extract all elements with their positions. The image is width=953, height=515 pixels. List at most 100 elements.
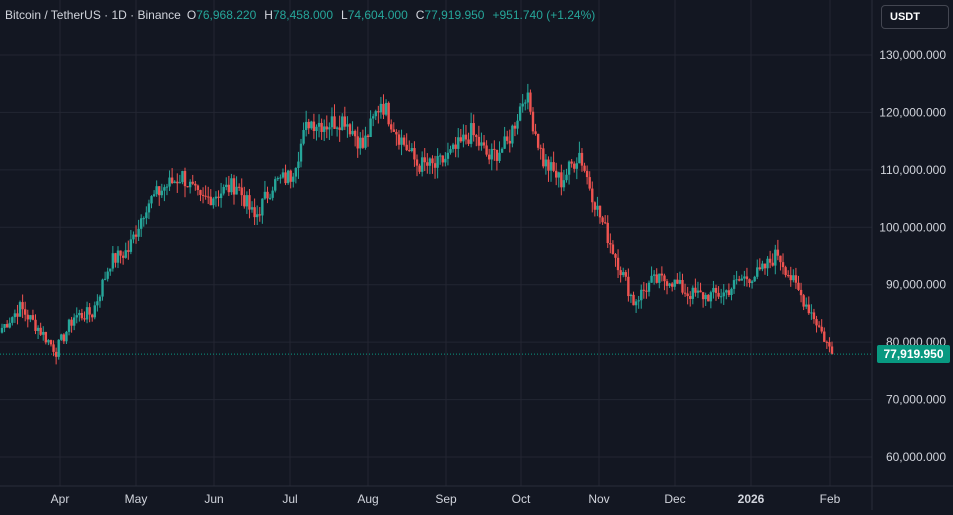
candle-body[interactable]: [580, 152, 584, 166]
candle-body[interactable]: [250, 207, 254, 210]
candle-body[interactable]: [815, 319, 818, 326]
candle-body[interactable]: [170, 177, 174, 184]
candle-body[interactable]: [366, 135, 370, 138]
candle-body[interactable]: [72, 317, 76, 326]
candle-body[interactable]: [451, 144, 455, 150]
candle-body[interactable]: [807, 304, 811, 314]
candle-body[interactable]: [712, 287, 715, 293]
candle-body[interactable]: [196, 185, 200, 191]
candle-body[interactable]: [691, 287, 695, 299]
candle-body[interactable]: [325, 126, 328, 130]
candle-body[interactable]: [34, 319, 37, 331]
candle-body[interactable]: [426, 162, 429, 166]
candle-body[interactable]: [98, 296, 102, 302]
candle-body[interactable]: [446, 152, 450, 159]
candle-body[interactable]: [341, 116, 344, 131]
candle-body[interactable]: [686, 293, 689, 297]
candle-body[interactable]: [645, 290, 648, 292]
candle-body[interactable]: [181, 171, 184, 183]
candle-body[interactable]: [557, 172, 560, 178]
candle-body[interactable]: [578, 152, 581, 164]
candle-body[interactable]: [593, 202, 597, 210]
symbol-title[interactable]: Bitcoin / TetherUS · 1D · Binance: [5, 8, 181, 22]
candle-body[interactable]: [405, 144, 408, 151]
candle-body[interactable]: [676, 279, 679, 284]
candle-body[interactable]: [549, 162, 553, 171]
candle-body[interactable]: [39, 327, 42, 335]
candle-body[interactable]: [634, 301, 638, 306]
candle-body[interactable]: [31, 315, 35, 320]
candle-body[interactable]: [570, 161, 573, 164]
candle-body[interactable]: [44, 331, 48, 343]
candle-body[interactable]: [312, 121, 316, 131]
candle-body[interactable]: [106, 271, 109, 279]
candle-body[interactable]: [619, 270, 622, 276]
candle-body[interactable]: [668, 283, 671, 286]
candle-body[interactable]: [696, 290, 700, 293]
candle-body[interactable]: [163, 187, 166, 191]
candle-body[interactable]: [436, 156, 439, 168]
candle-body[interactable]: [431, 158, 434, 164]
candle-body[interactable]: [255, 214, 259, 218]
candle-body[interactable]: [139, 218, 143, 229]
candle-body[interactable]: [384, 102, 388, 115]
candle-body[interactable]: [23, 309, 27, 315]
candle-body[interactable]: [207, 196, 210, 198]
candle-body[interactable]: [78, 312, 81, 316]
candle-body[interactable]: [333, 116, 336, 129]
candle-body[interactable]: [771, 262, 774, 266]
candle-body[interactable]: [276, 178, 280, 180]
candle-body[interactable]: [335, 127, 339, 129]
candle-body[interactable]: [454, 144, 457, 149]
candle-body[interactable]: [390, 124, 393, 130]
candle-body[interactable]: [758, 267, 762, 270]
candle-body[interactable]: [650, 275, 653, 283]
candle-body[interactable]: [3, 324, 6, 328]
candle-body[interactable]: [289, 170, 292, 182]
candle-body[interactable]: [529, 92, 532, 112]
candle-body[interactable]: [8, 322, 11, 328]
candle-body[interactable]: [297, 161, 300, 169]
candle-body[interactable]: [475, 135, 478, 137]
candle-body[interactable]: [338, 127, 341, 131]
candle-body[interactable]: [428, 158, 432, 166]
candle-body[interactable]: [351, 130, 354, 135]
candle-body[interactable]: [740, 278, 743, 281]
candle-body[interactable]: [5, 324, 9, 328]
candle-body[interactable]: [433, 163, 437, 168]
candle-body[interactable]: [415, 159, 419, 166]
candle-body[interactable]: [150, 196, 153, 204]
candle-body[interactable]: [573, 163, 576, 169]
candle-body[interactable]: [101, 279, 104, 297]
candle-body[interactable]: [54, 351, 58, 357]
candle-body[interactable]: [109, 268, 112, 272]
candle-body[interactable]: [560, 172, 563, 188]
candle-body[interactable]: [155, 186, 158, 195]
candle-body[interactable]: [603, 222, 607, 224]
candle-body[interactable]: [129, 239, 133, 252]
candle-body[interactable]: [13, 313, 17, 318]
candle-body[interactable]: [116, 250, 120, 263]
candle-body[interactable]: [441, 155, 444, 163]
candle-body[interactable]: [513, 125, 517, 129]
candle-body[interactable]: [518, 106, 522, 121]
candle-body[interactable]: [521, 103, 524, 107]
candle-body[interactable]: [245, 195, 249, 207]
candle-body[interactable]: [531, 111, 535, 132]
candle-body[interactable]: [57, 339, 60, 357]
candle-body[interactable]: [263, 191, 267, 199]
candle-body[interactable]: [658, 273, 661, 283]
candle-body[interactable]: [745, 276, 749, 280]
candle-body[interactable]: [756, 267, 759, 277]
candle-body[interactable]: [817, 325, 821, 327]
candle-body[interactable]: [194, 183, 197, 186]
candle-body[interactable]: [616, 257, 620, 271]
candle-body[interactable]: [219, 193, 223, 199]
candle-body[interactable]: [299, 143, 303, 162]
candle-body[interactable]: [632, 294, 635, 306]
candle-body[interactable]: [534, 131, 537, 134]
candle-body[interactable]: [420, 157, 424, 172]
candle-body[interactable]: [371, 116, 375, 119]
candle-body[interactable]: [637, 300, 640, 302]
candle-body[interactable]: [204, 195, 207, 197]
